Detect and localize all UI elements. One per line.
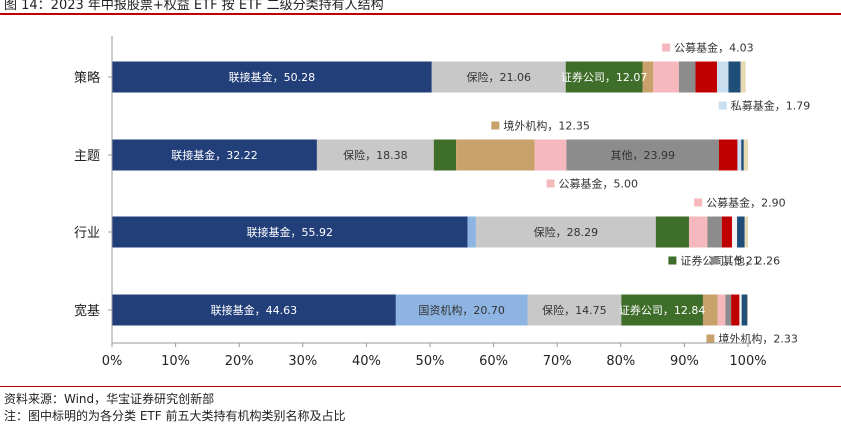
source-note: 资料来源：Wind，华宝证券研究创新部 bbox=[4, 392, 215, 406]
bar-segment bbox=[642, 61, 654, 93]
bar-segment bbox=[741, 139, 744, 171]
bar-segment bbox=[741, 294, 748, 326]
bar-segment bbox=[112, 216, 468, 248]
bar-segment bbox=[655, 216, 689, 248]
bar-segment bbox=[534, 139, 567, 171]
bar-segment bbox=[395, 294, 528, 326]
bar-segment bbox=[728, 61, 741, 93]
data-label: 证券公司，12.07 bbox=[561, 70, 648, 84]
bar-segment bbox=[707, 216, 722, 248]
bar-segment bbox=[467, 216, 476, 248]
bar-segment bbox=[717, 294, 726, 326]
bar-segment bbox=[565, 61, 643, 93]
callout-label: 公募基金，2.90 bbox=[706, 196, 786, 210]
data-label: 保险，28.29 bbox=[534, 225, 599, 239]
category-label: 策略 bbox=[74, 70, 100, 86]
bar-segment bbox=[688, 216, 708, 248]
footnote: 注：图中标明的为各分类 ETF 前五大类持有机构类别名称及占比 bbox=[4, 409, 346, 423]
bar-segment bbox=[721, 216, 732, 248]
bar-segment bbox=[744, 216, 748, 248]
bar-segment bbox=[653, 61, 679, 93]
bar-segment bbox=[431, 61, 566, 93]
bar-segment bbox=[433, 139, 457, 171]
callout-label: 公募基金，5.00 bbox=[559, 177, 639, 191]
bar-segment bbox=[737, 139, 742, 171]
x-tick-label: 0% bbox=[102, 354, 123, 369]
x-tick-label: 40% bbox=[352, 354, 381, 369]
x-tick-label: 90% bbox=[670, 354, 699, 369]
x-tick-label: 80% bbox=[606, 354, 635, 369]
chart-title: 图 14：2023 年中报股票+权益 ETF 按 ETF 二级分类持有人结构 bbox=[4, 0, 384, 13]
title-rule bbox=[0, 13, 841, 15]
x-tick-label: 50% bbox=[416, 354, 445, 369]
bar-segment bbox=[702, 294, 718, 326]
bar-segment bbox=[695, 61, 718, 93]
data-label: 国资机构，20.70 bbox=[418, 303, 505, 317]
callout-swatch bbox=[710, 256, 719, 265]
bar-segment bbox=[743, 139, 748, 171]
data-label: 证券公司，12.84 bbox=[619, 303, 706, 317]
x-tick-label: 60% bbox=[479, 354, 508, 369]
data-label: 保险，18.38 bbox=[343, 148, 408, 162]
x-tick-label: 70% bbox=[543, 354, 572, 369]
callout-swatch bbox=[718, 101, 727, 110]
x-tick-label: 20% bbox=[225, 354, 254, 369]
callout-swatch bbox=[491, 121, 500, 130]
bar-segment bbox=[747, 294, 748, 326]
category-label: 主题 bbox=[74, 149, 100, 164]
bar-segment bbox=[739, 294, 742, 326]
bar-segment bbox=[112, 294, 396, 326]
callout-label: 私募基金，1.79 bbox=[731, 99, 811, 113]
bar-segment bbox=[717, 61, 729, 93]
data-label: 保险，14.75 bbox=[542, 303, 607, 317]
data-label: 联接基金，32.22 bbox=[171, 148, 258, 162]
axis-layer: 0% 10% 20% 30% 40% 50% 60% 70% 80% 90% 100% 策略主题行业宽… bbox=[74, 36, 767, 369]
bar-segment bbox=[475, 216, 656, 248]
x-tick-label: 100% bbox=[729, 354, 766, 369]
bar-segment bbox=[316, 139, 434, 171]
callout-label: 公募基金，4.03 bbox=[674, 41, 754, 55]
bar-segment bbox=[737, 216, 745, 248]
bar-segment bbox=[731, 216, 738, 248]
callout-swatch bbox=[662, 43, 671, 52]
callout-label: 境外机构，12.35 bbox=[503, 119, 590, 133]
data-label: 联接基金，55.92 bbox=[247, 225, 334, 239]
x-tick-label: 10% bbox=[161, 354, 190, 369]
bar-segment bbox=[725, 294, 732, 326]
callout-label: 证券公司，5.21 bbox=[680, 254, 760, 268]
bottom-rule bbox=[0, 386, 841, 387]
bar-segment bbox=[112, 139, 317, 171]
labels-layer: 联接基金，50.28 保险，21.06 证券公司，12.07 联接基金，32.22 保险… bbox=[171, 70, 705, 317]
callouts-layer: 公募基金，4.03 私募基金，1.79 境外机构，12.35 公募基金，5.00 公募基… bbox=[491, 41, 810, 346]
category-label: 行业 bbox=[74, 226, 100, 241]
bar-segment bbox=[527, 294, 622, 326]
bars-layer bbox=[112, 61, 748, 326]
callout-swatch bbox=[706, 334, 715, 343]
bar-segment bbox=[112, 61, 432, 93]
x-tick-label: 30% bbox=[288, 354, 317, 369]
bar-segment bbox=[566, 139, 719, 171]
callout-label: 其他，2.26 bbox=[723, 255, 781, 268]
bar-segment bbox=[621, 294, 703, 326]
bar-segment bbox=[456, 139, 535, 171]
callout-swatch bbox=[694, 198, 703, 207]
bar-segment bbox=[731, 294, 740, 326]
data-label: 联接基金，50.28 bbox=[229, 70, 316, 84]
callout-label: 境外机构，2.33 bbox=[718, 332, 798, 346]
callout-swatch bbox=[668, 256, 677, 265]
data-label: 保险，21.06 bbox=[467, 70, 532, 84]
bar-segment bbox=[678, 61, 696, 93]
stacked-bar-chart: 联接基金，50.28 保险，21.06 证券公司，12.07 联接基金，32.22 保险… bbox=[74, 36, 810, 369]
data-label: 其他，23.99 bbox=[610, 149, 675, 162]
data-label: 联接基金，44.63 bbox=[211, 303, 298, 317]
bar-segment bbox=[740, 61, 746, 93]
bar-segment bbox=[718, 139, 738, 171]
category-label: 宽基 bbox=[74, 303, 100, 319]
callout-swatch bbox=[546, 179, 555, 188]
